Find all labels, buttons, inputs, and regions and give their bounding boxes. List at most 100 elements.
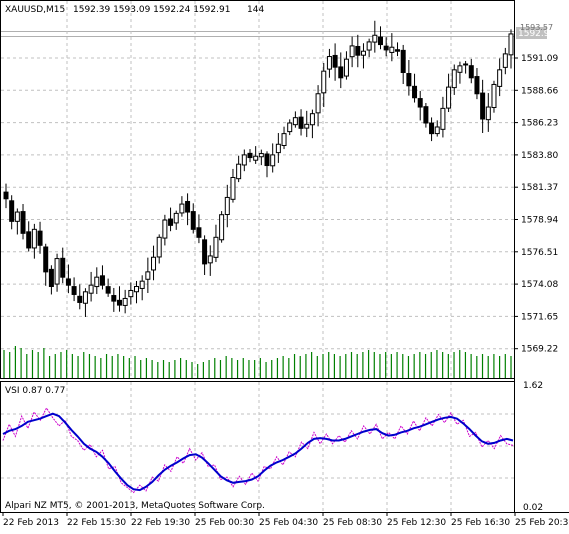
time-tick-label: 25 Feb 04:30 (259, 518, 318, 528)
price-tick-label: 1576.51 (521, 248, 558, 258)
candle-body (281, 133, 287, 147)
candle-body (54, 258, 60, 285)
time-tick-label: 22 Feb 19:30 (131, 518, 190, 528)
candle-body (446, 86, 452, 109)
candle-body (128, 289, 134, 298)
candle-body (71, 286, 77, 295)
candle-body (116, 299, 122, 306)
time-tick-label: 25 Feb 00:30 (195, 518, 254, 528)
copyright-label: Alpari NZ MT5, © 2001-2013, MetaQuotes S… (5, 501, 265, 511)
candle-body (474, 76, 480, 95)
vsi-scale-top: 1.62 (523, 381, 543, 391)
candle-body (236, 163, 242, 180)
price-top-label: 1593.57 (520, 23, 553, 32)
candle-body (31, 228, 37, 249)
indicator-border (0, 381, 515, 513)
grid (1, 1, 514, 512)
candle-body (48, 268, 54, 287)
price-axis: 1591.09 1588.66 1586.23 1583.80 1581.37 1578.… (514, 54, 558, 355)
candle-body (434, 126, 440, 135)
candle-body (264, 153, 270, 167)
candle-body (253, 155, 259, 161)
candle-body (315, 93, 321, 114)
time-axis: 22 Feb 2013 22 Feb 15:30 22 Feb 19:30 25 Fe… (2, 512, 569, 528)
volume-bars (3, 346, 512, 378)
candle-body (309, 113, 315, 126)
candle-body (275, 143, 281, 154)
candle-body (37, 230, 43, 246)
candle-body (156, 236, 162, 258)
current-price-box (516, 27, 547, 39)
price-tick-label: 1574.08 (521, 280, 558, 290)
candle-body (139, 280, 145, 289)
vsi-lines (2, 406, 514, 494)
candle-body (355, 45, 361, 56)
candle-body (321, 70, 327, 94)
candle-body (406, 73, 412, 87)
ohlc-label: 1592.39 1593.09 1592.24 1592.91 (73, 5, 230, 15)
price-tick-label: 1588.66 (521, 86, 558, 96)
candle-body (190, 211, 196, 230)
time-tick-label: 25 Feb 16:30 (451, 518, 510, 528)
vsi-title: VSI 0.87 0.77 (5, 386, 65, 396)
candle-body (372, 34, 378, 43)
time-tick-label: 25 Feb 12:30 (387, 518, 446, 528)
candle-body (82, 291, 88, 304)
candle-body (14, 211, 20, 222)
candle-body (468, 65, 474, 79)
candle-body (440, 107, 446, 130)
candle-body (298, 116, 304, 129)
candle-body (213, 236, 219, 258)
candle-body (88, 284, 94, 294)
candle-body (247, 152, 253, 159)
time-tick-label: 22 Feb 15:30 (67, 518, 126, 528)
vsi-main-line (2, 412, 514, 492)
candle-body (207, 255, 213, 264)
price-tick-label: 1578.94 (521, 216, 558, 226)
price-tick-label: 1583.80 (521, 151, 558, 161)
vsi-signal-line (2, 406, 514, 494)
candle-body (497, 69, 503, 87)
candle-body (94, 276, 100, 288)
candle-body (287, 122, 293, 133)
candle-body (383, 45, 389, 51)
candle-body (185, 200, 191, 213)
symbol-label: XAUUSD,M15 (5, 5, 65, 15)
candle-body (326, 56, 332, 70)
vsi-scale-bottom: 0.02 (523, 503, 543, 513)
candle-body (343, 58, 349, 77)
price-tick-label: 1581.37 (521, 183, 558, 193)
candle-body (151, 256, 157, 271)
candle-body (389, 46, 395, 53)
candle-body (485, 106, 491, 121)
candle-body (26, 231, 32, 249)
candle-body (43, 246, 49, 273)
candle-body (457, 65, 463, 73)
candle-body (377, 36, 383, 46)
main-chart-border (0, 0, 515, 379)
bar-count-label: 144 (247, 5, 264, 15)
time-tick-label: 25 Feb 08:30 (323, 518, 382, 528)
candle-body (202, 239, 208, 265)
candle-body (480, 92, 486, 120)
candle-body (219, 214, 225, 241)
price-tick-label: 1591.09 (521, 54, 558, 64)
price-tick-label: 1569.22 (521, 345, 558, 355)
candle-body (451, 69, 457, 89)
candle-body (258, 153, 264, 158)
candle-body (360, 50, 366, 56)
candle-body (395, 49, 401, 52)
candle-body (196, 227, 202, 238)
candle-body (349, 45, 355, 58)
candle-body (111, 295, 117, 302)
candle-body (224, 196, 230, 216)
candle-body (412, 85, 418, 99)
candle-body (9, 200, 15, 222)
time-tick-label: 25 Feb 20:30 (515, 518, 569, 528)
candle-body (429, 122, 435, 135)
candle-body (105, 286, 111, 294)
candle-body (332, 54, 338, 68)
time-tick-label: 22 Feb 2013 (3, 518, 59, 528)
